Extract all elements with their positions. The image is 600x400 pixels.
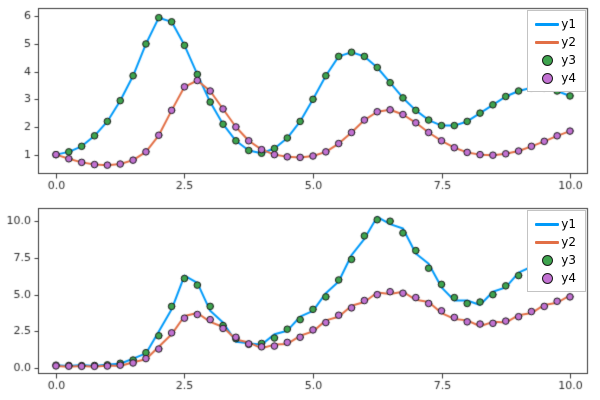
subplot-top: y1 y2 y3 y4 (0, 0, 600, 200)
legend-label: y2 (561, 235, 576, 249)
legend-label: y4 (561, 271, 576, 285)
line-swatch-icon (533, 40, 561, 44)
legend-label: y1 (561, 17, 576, 31)
legend-top: y1 y2 y3 y4 (527, 10, 586, 92)
marker-swatch-icon (533, 54, 561, 66)
legend-entry-y4: y4 (533, 70, 576, 86)
legend-entry-y3: y3 (533, 52, 576, 68)
legend-bottom: y1 y2 y3 y4 (527, 210, 586, 292)
line-swatch-icon (533, 222, 561, 226)
legend-entry-y2: y2 (533, 234, 576, 250)
legend-label: y2 (561, 35, 576, 49)
legend-entry-y1: y1 (533, 216, 576, 232)
subplot-bottom: y1 y2 y3 y4 (0, 200, 600, 400)
legend-label: y1 (561, 217, 576, 231)
marker-swatch-icon (533, 254, 561, 266)
marker-swatch-icon (533, 272, 561, 284)
marker-swatch-icon (533, 72, 561, 84)
top-plot-canvas (0, 0, 600, 200)
legend-label: y3 (561, 253, 576, 267)
line-swatch-icon (533, 22, 561, 26)
legend-entry-y4: y4 (533, 270, 576, 286)
bottom-plot-canvas (0, 200, 600, 400)
legend-entry-y3: y3 (533, 252, 576, 268)
line-swatch-icon (533, 240, 561, 244)
legend-entry-y2: y2 (533, 34, 576, 50)
legend-entry-y1: y1 (533, 16, 576, 32)
legend-label: y4 (561, 71, 576, 85)
legend-label: y3 (561, 53, 576, 67)
